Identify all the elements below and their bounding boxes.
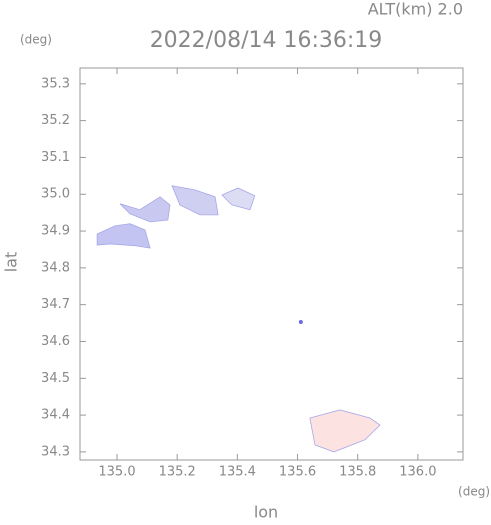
echo-region [119, 196, 171, 223]
y-tick-label: 35.3 [41, 76, 70, 91]
x-tick-label: 135.0 [98, 465, 135, 480]
y-unit: (deg) [20, 33, 52, 47]
y-axis-label: lat [2, 252, 21, 273]
x-tick-label: 135.2 [159, 465, 196, 480]
subtitle: ALT(km) 2.0 [368, 0, 463, 19]
x-unit: (deg) [458, 485, 490, 499]
plot-frame [79, 67, 464, 461]
echo-region [96, 223, 151, 249]
y-tick-label: 34.3 [41, 444, 70, 459]
y-tick-label: 34.6 [41, 334, 70, 349]
x-axis-label: lon [254, 503, 278, 522]
echo-region [309, 409, 381, 453]
y-tick-label: 35.1 [41, 150, 70, 165]
echo-region [171, 185, 219, 216]
y-tick-label: 34.9 [41, 224, 70, 239]
y-tick-label: 34.7 [41, 297, 70, 312]
chart-title: 2022/08/14 16:36:19 [150, 28, 383, 53]
x-tick-label: 135.4 [219, 465, 256, 480]
y-tick-label: 34.8 [41, 260, 70, 275]
x-tick-label: 136.0 [399, 465, 436, 480]
echo-region [221, 187, 256, 211]
y-tick-label: 34.4 [41, 408, 70, 423]
x-tick-label: 135.8 [339, 465, 376, 480]
y-tick-label: 35.0 [41, 187, 70, 202]
y-tick-label: 35.2 [41, 113, 70, 128]
y-tick-label: 34.5 [41, 371, 70, 386]
x-tick-label: 135.6 [279, 465, 316, 480]
echo-point [298, 319, 303, 324]
